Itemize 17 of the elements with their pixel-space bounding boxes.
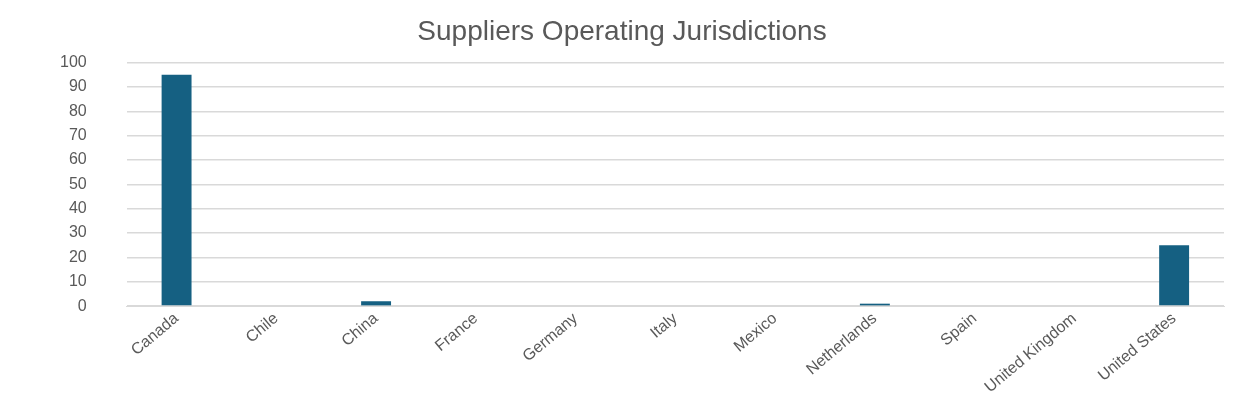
y-tick-label: 60 — [68, 150, 87, 168]
bar — [1159, 245, 1190, 306]
y-tick-label: 80 — [68, 101, 87, 119]
y-tick-label: 40 — [68, 199, 87, 217]
y-tick-label: 50 — [68, 174, 87, 192]
y-tick-label: 30 — [68, 223, 87, 241]
y-tick-label: 100 — [59, 53, 87, 71]
bar — [361, 301, 392, 306]
x-tick-label: Chile — [242, 309, 282, 346]
bar — [161, 74, 192, 306]
chart-title: Suppliers Operating Jurisdictions — [417, 14, 827, 46]
y-tick-label: 70 — [68, 126, 87, 144]
y-tick-label: 0 — [77, 296, 87, 314]
y-tick-label: 20 — [68, 247, 87, 265]
y-tick-label: 10 — [68, 272, 87, 290]
y-tick-label: 90 — [68, 77, 87, 95]
x-tick-label: Italy — [646, 309, 681, 341]
